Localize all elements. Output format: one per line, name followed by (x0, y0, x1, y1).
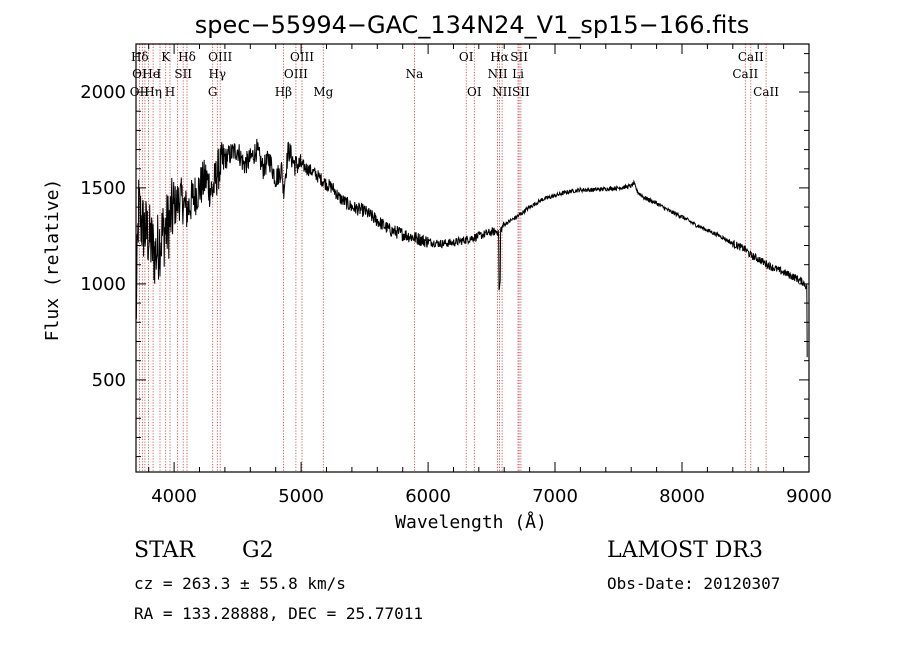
spectral-line-label: Hδ (131, 50, 149, 64)
y-tick-label: 1500 (80, 178, 126, 199)
spectral-line-label: Li (512, 67, 524, 81)
spectral-line-label: OIII (290, 50, 314, 64)
redshift-velocity: cz = 263.3 ± 55.8 km/s (134, 574, 346, 593)
spectral-line-label: SII (510, 50, 528, 64)
spectral-line-label: H (165, 85, 175, 99)
y-tick-label: 500 (92, 370, 126, 391)
spectral-line-label: Hη (144, 85, 162, 99)
x-tick-label: 7000 (532, 486, 578, 507)
survey-name: LAMOST DR3 (607, 538, 763, 563)
spectral-line-markers (138, 44, 767, 472)
observation-date: Obs-Date: 20120307 (607, 574, 781, 593)
axis-ticks: 4000 5000 6000 7000 8000 9000 500 1000 1500 2000 (80, 44, 832, 507)
spectral-line-label: OIII (284, 67, 308, 81)
y-axis-title: Flux (relative) (42, 179, 63, 342)
spectral-line-label: OIII (208, 50, 232, 64)
spectral-line-label: G (208, 85, 218, 99)
spectrum-series (135, 138, 808, 358)
x-tick-label: 9000 (786, 486, 832, 507)
x-tick-label: 4000 (151, 486, 197, 507)
spectral-line-label: Hδ (178, 50, 196, 64)
y-tick-label: 1000 (80, 274, 126, 295)
spectral-line-label: CaII (738, 50, 764, 64)
x-tick-label: 6000 (405, 486, 451, 507)
spectral-line-label: OI (459, 50, 474, 64)
x-axis-title: Wavelength (Å) (395, 511, 547, 533)
spectral-line-label: SII (174, 67, 192, 81)
spectral-line-label: NII (492, 85, 512, 99)
spectral-line-label: NII (488, 67, 508, 81)
x-tick-label: 5000 (278, 486, 324, 507)
spectral-line-label: He (142, 67, 160, 81)
sky-coordinates: RA = 133.28888, DEC = 25.77011 (134, 604, 423, 623)
object-subclass: G2 (242, 538, 274, 563)
spectral-line-label: I (157, 67, 162, 81)
spectral-line-label: Hα (490, 50, 509, 64)
chart-title: spec−55994−GAC_134N24_V1_sp15−166.fits (195, 11, 749, 39)
spectral-line-label: Hγ (208, 67, 226, 81)
spectral-line-label: K (161, 50, 171, 64)
spectral-line-label: Na (406, 67, 424, 81)
object-class: STAR (134, 538, 195, 563)
spectral-line-label: Mg (313, 85, 333, 99)
plot-frame (135, 43, 810, 473)
spectral-line-label: CaII (753, 85, 779, 99)
spectrum-line (135, 138, 808, 358)
spectral-line-label: CaII (732, 67, 758, 81)
spectral-line-label: SII (512, 85, 530, 99)
spectral-line-label: Hβ (275, 85, 292, 99)
x-tick-label: 8000 (659, 486, 705, 507)
y-tick-label: 2000 (80, 82, 126, 103)
spectral-line-label: OI (467, 85, 482, 99)
